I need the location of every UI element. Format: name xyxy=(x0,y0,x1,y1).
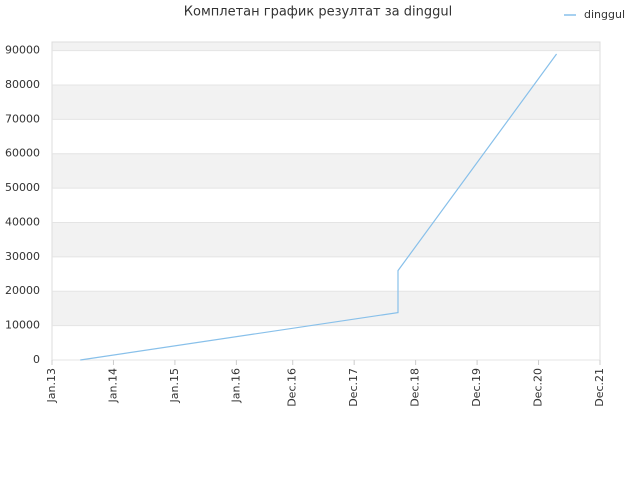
x-tick-label: Jan.14 xyxy=(106,368,119,403)
grid-band xyxy=(52,153,600,189)
grid-band xyxy=(52,291,600,326)
x-tick-label: Dec.18 xyxy=(409,368,422,407)
y-tick-label: 50000 xyxy=(5,181,40,194)
x-tick-label: Jan.16 xyxy=(229,368,242,403)
x-tick-label: Dec.17 xyxy=(347,368,360,407)
y-tick-label: 70000 xyxy=(5,112,40,125)
grid-band xyxy=(52,84,600,120)
x-tick-label: Jan.15 xyxy=(168,368,181,403)
y-tick-label: 20000 xyxy=(5,284,40,297)
grid-band xyxy=(52,222,600,257)
line xyxy=(80,53,558,361)
x-tick-label: Jan.13 xyxy=(45,368,58,403)
y-tick-label: 40000 xyxy=(5,215,40,228)
y-tick-label: 80000 xyxy=(5,78,40,91)
x-tick-label: Dec.20 xyxy=(532,368,545,407)
x-tick-label: Dec.21 xyxy=(593,368,606,407)
chart-title: Комплетан график резултат за dinggul xyxy=(184,5,452,20)
y-tick-label: 30000 xyxy=(5,250,40,263)
legend-label: dinggul xyxy=(584,8,625,21)
y-tick-label: 0 xyxy=(33,353,40,366)
y-tick-label: 10000 xyxy=(5,319,40,332)
y-tick-label: 60000 xyxy=(5,147,40,160)
grid-band xyxy=(52,42,600,51)
y-tick-label: 90000 xyxy=(5,44,40,57)
x-tick-label: Dec.19 xyxy=(470,368,483,407)
x-tick-label: Dec.16 xyxy=(286,368,299,407)
